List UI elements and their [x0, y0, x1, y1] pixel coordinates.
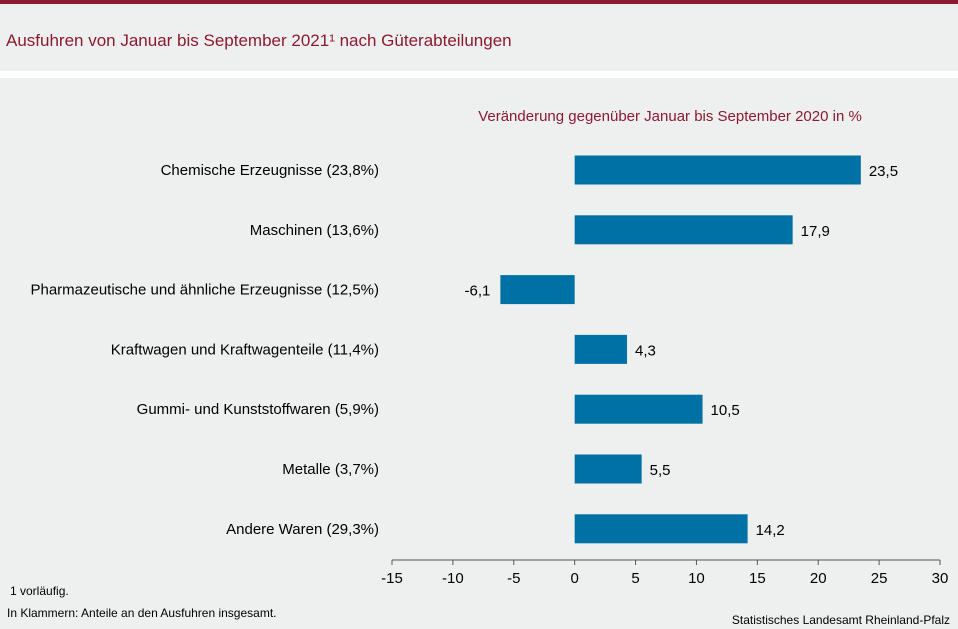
x-tick-label: 15 [749, 570, 766, 587]
bar [500, 275, 575, 305]
bar [574, 334, 628, 364]
category-label: Maschinen (13,6%) [250, 222, 379, 239]
source-label: Statistisches Landesamt Rheinland-Pfalz [731, 613, 950, 627]
chart-title: Veränderung gegenüber Januar bis Septemb… [478, 108, 862, 125]
category-label: Andere Waren (29,3%) [226, 521, 379, 538]
category-label: Chemische Erzeugnisse (23,8%) [161, 162, 379, 179]
chart-panel: Veränderung gegenüber Januar bis Septemb… [0, 78, 958, 629]
page-title: Ausfuhren von Januar bis September 2021¹… [6, 31, 512, 50]
category-label: Kraftwagen und Kraftwagenteile (11,4%) [111, 341, 379, 358]
data-label: 5,5 [650, 462, 671, 479]
x-tick-label: 20 [810, 570, 827, 587]
x-tick-label: 10 [688, 570, 705, 587]
data-label: 17,9 [801, 223, 830, 240]
bar [574, 215, 793, 245]
top-accent-bar [0, 0, 958, 4]
data-label: 23,5 [869, 163, 898, 180]
footnote: 1 vorläufig. [10, 584, 69, 598]
category-label: Metalle (3,7%) [282, 461, 379, 478]
bar [574, 514, 748, 544]
x-tick-label: 30 [932, 570, 949, 587]
x-tick-label: -10 [442, 570, 464, 587]
x-tick-label: 0 [570, 570, 578, 587]
bar-chart: Veränderung gegenüber Januar bis Septemb… [30, 108, 949, 587]
header: Ausfuhren von Januar bis September 2021¹… [0, 4, 958, 71]
x-tick-label: -5 [507, 570, 520, 587]
note-shares: In Klammern: Anteile an den Ausfuhren in… [7, 606, 277, 620]
data-label: 14,2 [756, 522, 785, 539]
category-label: Pharmazeutische und ähnliche Erzeugnisse… [30, 282, 379, 299]
x-tick-label: 25 [871, 570, 888, 587]
bar [574, 394, 703, 424]
x-tick-label: -15 [381, 570, 403, 587]
data-label: 10,5 [711, 402, 740, 419]
category-label: Gummi- und Kunststoffwaren (5,9%) [137, 401, 379, 418]
data-label: 4,3 [635, 342, 656, 359]
bar [574, 155, 861, 185]
bar [574, 454, 642, 484]
data-label: -6,1 [465, 283, 491, 300]
x-tick-label: 5 [631, 570, 639, 587]
